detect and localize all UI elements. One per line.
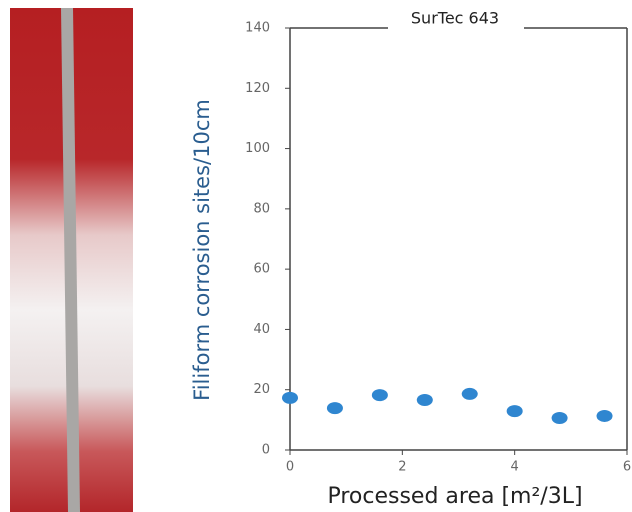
data-point <box>506 405 523 418</box>
x-axis-label: Processed area [m²/3L] <box>327 484 582 509</box>
y-tick-label: 0 <box>262 443 270 458</box>
chart-title: SurTec 643 <box>411 9 499 28</box>
y-tick-label: 20 <box>253 382 270 397</box>
data-point <box>461 387 478 400</box>
data-point <box>282 391 298 404</box>
data-point <box>416 393 433 406</box>
data-point <box>371 389 388 402</box>
panel-photo <box>10 8 133 512</box>
y-axis-label: Filiform corrosion sites/10cm <box>190 99 214 401</box>
y-tick-label: 100 <box>245 141 270 156</box>
x-tick-label: 6 <box>623 460 631 475</box>
title-box <box>388 6 524 36</box>
y-tick-label: 80 <box>253 201 270 216</box>
y-tick-label: 140 <box>245 21 270 36</box>
y-tick-label: 120 <box>245 81 270 96</box>
chart: SurTec 643 Filiform corrosion sites/10cm… <box>190 6 631 509</box>
y-tick-label: 40 <box>253 322 270 337</box>
data-point <box>596 409 613 422</box>
x-tick-label: 2 <box>398 460 406 475</box>
y-tick-label: 60 <box>253 262 270 277</box>
x-tick-label: 0 <box>286 460 294 475</box>
x-tick-label: 4 <box>511 460 519 475</box>
data-point <box>326 402 343 415</box>
scribe-line <box>61 8 80 512</box>
data-point <box>551 412 568 425</box>
